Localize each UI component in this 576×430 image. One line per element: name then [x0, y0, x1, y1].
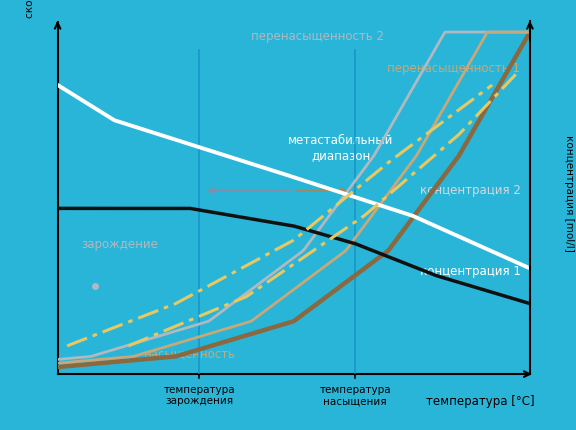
Text: насыщенность: насыщенность [144, 347, 236, 360]
Text: температура
насыщения: температура насыщения [319, 385, 391, 406]
Text: перенасыщенность 2: перенасыщенность 2 [251, 30, 384, 43]
Text: зарождение: зарождение [81, 238, 158, 252]
Text: температура
зарождения: температура зарождения [164, 385, 235, 406]
Text: концентрация 2: концентрация 2 [419, 184, 521, 197]
Text: перенасыщенность 1: перенасыщенность 1 [388, 62, 521, 75]
Text: скорость звука [m/s]: скорость звука [m/s] [25, 0, 35, 18]
Text: концентрация 1: концентрация 1 [419, 265, 521, 278]
Text: температура [°C]: температура [°C] [426, 395, 535, 408]
Text: концентрация [mol/l]: концентрация [mol/l] [564, 135, 574, 252]
Text: метастабильный
диапазон: метастабильный диапазон [289, 134, 393, 163]
